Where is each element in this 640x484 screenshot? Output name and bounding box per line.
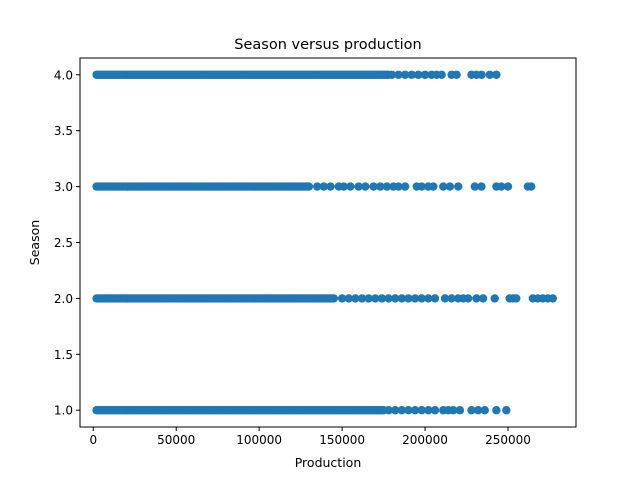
data-point	[490, 294, 499, 303]
data-point	[492, 406, 501, 415]
data-point	[371, 294, 380, 303]
data-point	[429, 182, 438, 191]
x-tick-label: 200000	[402, 433, 448, 447]
data-point	[417, 182, 426, 191]
series-season-1	[92, 406, 511, 415]
x-axis: 0 50000 100000 150000 200000 250000	[89, 427, 531, 447]
data-point	[497, 182, 506, 191]
data-point	[454, 182, 463, 191]
data-point	[478, 294, 488, 303]
series-season-4	[92, 70, 501, 79]
x-tick-label: 50000	[157, 433, 195, 447]
data-point	[351, 294, 360, 303]
data-point	[394, 182, 403, 191]
data-points	[92, 70, 557, 415]
x-tick-label: 100000	[236, 433, 282, 447]
data-point	[477, 182, 486, 191]
data-point	[361, 182, 370, 191]
data-point	[440, 294, 450, 303]
data-point	[492, 70, 501, 79]
data-point	[467, 406, 476, 415]
data-point	[477, 70, 486, 79]
data-point	[346, 182, 355, 191]
data-point	[527, 182, 536, 191]
data-point	[397, 294, 407, 303]
data-point	[407, 70, 416, 79]
data-point	[502, 406, 511, 415]
data-point	[400, 182, 410, 191]
data-point	[424, 406, 433, 415]
data-point	[463, 294, 473, 303]
data-point	[472, 294, 481, 303]
data-point	[417, 294, 426, 303]
data-point	[387, 70, 397, 79]
data-point	[354, 182, 363, 191]
data-point	[410, 406, 420, 415]
data-point	[377, 294, 387, 303]
data-point	[382, 182, 392, 191]
data-point	[400, 70, 410, 79]
data-point	[512, 294, 521, 303]
data-point	[326, 182, 335, 191]
data-point	[394, 70, 403, 79]
data-point	[390, 406, 400, 415]
data-point	[470, 182, 480, 191]
data-point	[369, 182, 378, 191]
series-season-2	[92, 294, 557, 303]
data-point	[447, 294, 456, 303]
data-point	[417, 406, 426, 415]
y-axis-label: Season	[27, 220, 42, 265]
y-tick-label: 2.0	[54, 292, 73, 306]
data-point	[304, 182, 314, 191]
y-tick-label: 3.5	[54, 124, 73, 138]
data-point	[364, 294, 373, 303]
data-point	[344, 294, 353, 303]
data-point	[384, 406, 393, 415]
data-point	[455, 406, 465, 415]
data-point	[357, 294, 367, 303]
data-point	[339, 182, 348, 191]
y-tick-label: 3.0	[54, 180, 73, 194]
y-tick-label: 2.5	[54, 236, 73, 250]
data-point	[376, 182, 385, 191]
data-point	[430, 294, 440, 303]
data-point	[437, 70, 446, 79]
data-point	[384, 294, 393, 303]
y-tick-label: 4.0	[54, 68, 73, 82]
data-point	[548, 294, 557, 303]
y-tick-label: 1.0	[54, 404, 73, 418]
x-tick-label: 150000	[319, 433, 365, 447]
data-point	[503, 182, 513, 191]
data-point	[439, 182, 448, 191]
data-point	[404, 406, 413, 415]
data-point	[313, 182, 322, 191]
x-tick-label: 250000	[485, 433, 531, 447]
data-point	[337, 294, 347, 303]
data-point	[445, 182, 455, 191]
data-point	[319, 182, 329, 191]
data-point	[397, 406, 407, 415]
data-point	[485, 70, 494, 79]
data-point	[404, 294, 413, 303]
data-point	[390, 294, 400, 303]
series-season-3	[92, 182, 536, 191]
data-point	[424, 294, 433, 303]
y-tick-label: 1.5	[54, 348, 73, 362]
x-tick-label: 0	[89, 433, 97, 447]
chart-title: Season versus production	[234, 37, 421, 53]
data-point	[414, 70, 423, 79]
data-point	[410, 294, 420, 303]
y-axis: 1.0 1.5 2.0 2.5 3.0 3.5 4.0	[54, 68, 80, 418]
data-point	[452, 70, 461, 79]
data-point	[473, 406, 483, 415]
data-point	[329, 294, 339, 303]
data-point	[420, 70, 430, 79]
x-axis-label: Production	[295, 455, 362, 470]
data-point	[430, 406, 440, 415]
data-point	[480, 406, 489, 415]
data-point	[449, 406, 458, 415]
